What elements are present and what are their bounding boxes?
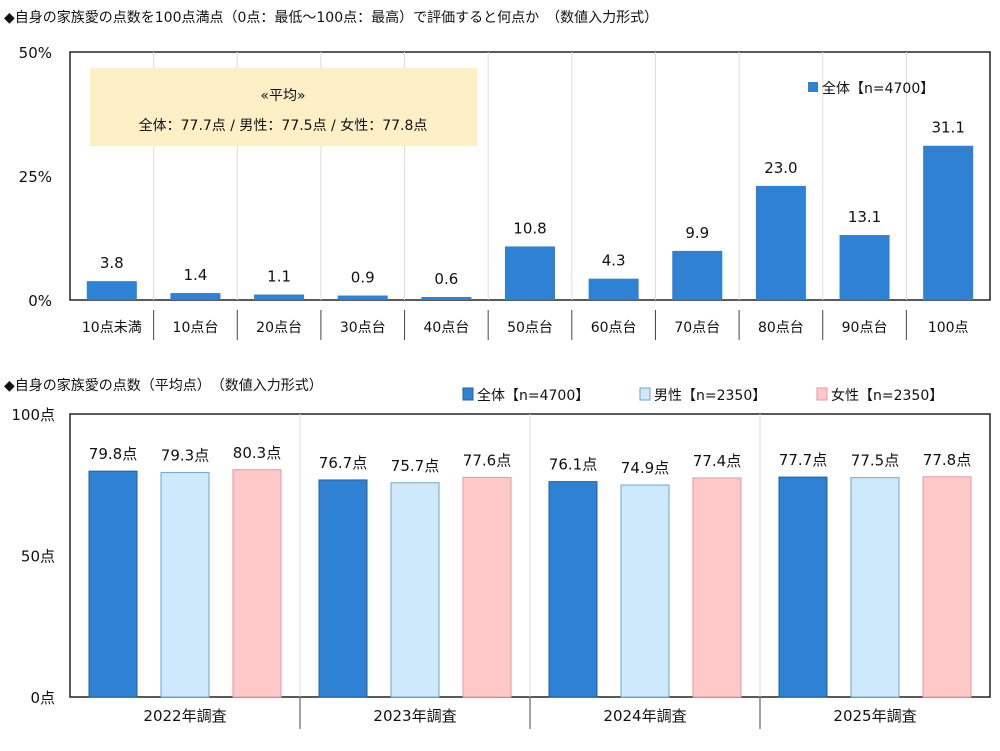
data-label: 10.8	[513, 219, 546, 237]
chart-title: ◆自身の家族愛の点数（平均点） （数値入力形式）	[4, 377, 323, 394]
bar	[588, 278, 639, 300]
legend-swatch	[639, 387, 651, 401]
bar	[232, 469, 282, 698]
category-label: 20点台	[256, 320, 302, 336]
bar	[620, 484, 670, 698]
bar	[254, 294, 305, 300]
bar	[86, 281, 137, 300]
data-label: 77.6点	[463, 451, 511, 469]
bar	[337, 295, 388, 300]
chart-title: ◆自身の家族愛の点数を100点満点（0点：最低〜100点：最高）で評価すると何点…	[4, 9, 658, 26]
data-label: 79.3点	[161, 447, 209, 465]
legend-swatch	[808, 82, 818, 92]
category-label: 100点	[928, 320, 969, 336]
data-label: 1.1	[267, 268, 291, 286]
category-label: 30点台	[340, 320, 386, 336]
y-tick-label: 100点	[11, 406, 55, 424]
y-tick-label: 50%	[19, 44, 52, 62]
bar	[548, 481, 598, 698]
bar	[923, 145, 974, 300]
legend-label: 女性【n=2350】	[831, 387, 943, 404]
data-label: 0.6	[434, 270, 458, 288]
category-label: 10点未満	[82, 320, 142, 336]
data-label: 3.8	[100, 254, 124, 272]
data-label: 80.3点	[233, 444, 281, 462]
y-tick-label: 0点	[30, 689, 55, 707]
bar	[318, 479, 368, 698]
bar	[170, 293, 221, 300]
category-label: 40点台	[423, 320, 469, 336]
data-label: 0.9	[351, 269, 375, 287]
category-label: 2024年調査	[603, 707, 686, 725]
data-label: 79.8点	[89, 445, 137, 463]
category-label: 2023年調査	[373, 707, 456, 725]
data-label: 1.4	[184, 266, 208, 284]
data-label: 75.7点	[391, 457, 439, 475]
category-label: 2025年調査	[833, 707, 916, 725]
data-label: 77.5点	[851, 452, 899, 470]
data-label: 76.1点	[549, 456, 597, 474]
legend-swatch	[816, 387, 828, 401]
legend-label: 全体【n=4700】	[477, 387, 589, 404]
data-label: 77.8点	[923, 451, 971, 469]
category-label: 90点台	[842, 320, 888, 336]
bar	[462, 476, 512, 698]
category-label: 60点台	[591, 320, 637, 336]
bar	[88, 470, 138, 698]
data-label: 74.9点	[621, 459, 669, 477]
category-label: 80点台	[758, 320, 804, 336]
data-label: 13.1	[848, 208, 881, 226]
category-label: 2022年調査	[143, 707, 226, 725]
y-tick-label: 25%	[19, 168, 52, 186]
bar	[390, 482, 440, 698]
data-label: 31.1	[931, 119, 964, 137]
category-label: 50点台	[507, 320, 553, 336]
y-tick-label: 50点	[21, 548, 55, 566]
bar	[850, 477, 900, 698]
data-label: 23.0	[764, 159, 797, 177]
bar	[922, 476, 972, 698]
bar	[692, 477, 742, 698]
data-label: 9.9	[685, 224, 709, 242]
legend-label: 全体【n=4700】	[822, 80, 934, 97]
data-label: 76.7点	[319, 454, 367, 472]
legend-swatch	[462, 387, 474, 401]
average-heading: «平均»	[260, 88, 305, 104]
data-label: 77.4点	[693, 452, 741, 470]
legend-label: 男性【n=2350】	[654, 388, 766, 404]
data-label: 4.3	[602, 252, 626, 270]
y-tick-label: 0%	[28, 292, 52, 310]
data-label: 77.7点	[779, 451, 827, 469]
average-box	[90, 68, 477, 146]
category-label: 10点台	[173, 320, 219, 336]
bar	[505, 246, 555, 300]
bar	[839, 235, 890, 300]
bar	[755, 185, 806, 300]
category-label: 70点台	[674, 320, 720, 336]
bar	[421, 297, 472, 300]
bar	[160, 472, 210, 698]
bar	[778, 476, 828, 698]
average-text: 全体：77.7点 / 男性：77.5点 / 女性：77.8点	[139, 117, 428, 134]
bar	[672, 250, 723, 300]
